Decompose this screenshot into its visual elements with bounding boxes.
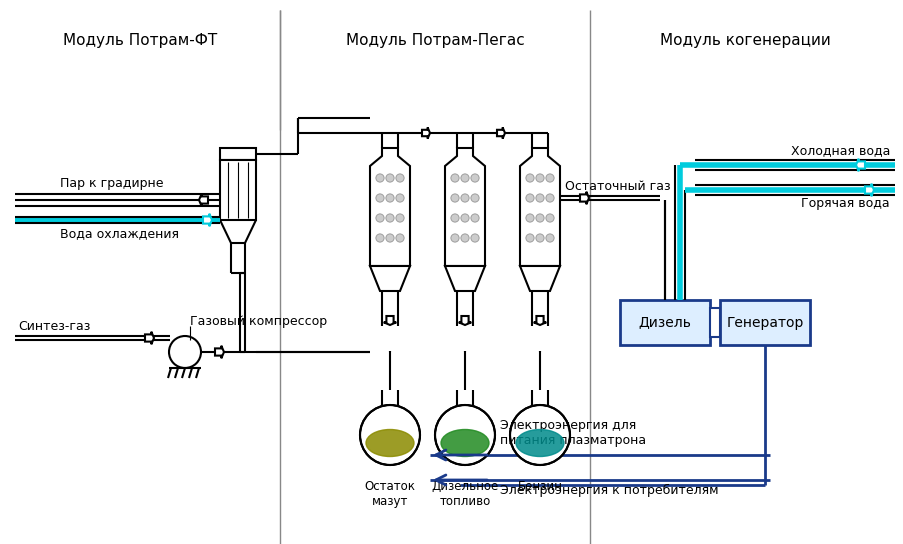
Circle shape (545, 174, 554, 182)
Circle shape (451, 234, 459, 242)
Polygon shape (369, 148, 410, 266)
Bar (719, 300, 809, 345)
Bar (709, 308, 719, 337)
Polygon shape (203, 214, 212, 226)
Circle shape (461, 234, 469, 242)
Polygon shape (580, 191, 589, 205)
Text: Дизель: Дизель (638, 316, 691, 330)
Circle shape (470, 174, 479, 182)
Polygon shape (369, 266, 410, 291)
Text: Холодная вода: Холодная вода (790, 145, 889, 158)
Polygon shape (422, 127, 430, 139)
Circle shape (376, 174, 384, 182)
Text: Синтез-газ: Синтез-газ (18, 319, 90, 332)
Polygon shape (444, 148, 485, 266)
Text: Вода охлаждения: Вода охлаждения (60, 227, 179, 240)
Text: Дизельное
топливо: Дизельное топливо (431, 480, 498, 508)
Polygon shape (519, 266, 559, 291)
Circle shape (451, 174, 459, 182)
Polygon shape (864, 184, 873, 196)
Circle shape (509, 405, 570, 465)
Circle shape (376, 194, 384, 202)
Circle shape (461, 194, 469, 202)
Circle shape (376, 234, 384, 242)
Circle shape (461, 174, 469, 182)
Circle shape (376, 214, 384, 222)
Circle shape (396, 194, 404, 202)
Text: Остаточный газ: Остаточный газ (564, 180, 670, 193)
Circle shape (545, 234, 554, 242)
Text: Модуль когенерации: Модуль когенерации (659, 33, 830, 47)
Circle shape (470, 234, 479, 242)
Bar (219, 148, 256, 160)
Text: Горячая вода: Горячая вода (800, 197, 889, 211)
Text: Бензин: Бензин (517, 480, 562, 493)
Polygon shape (855, 159, 864, 171)
Text: Пар к градирне: Пар к градирне (60, 177, 163, 190)
Circle shape (386, 214, 394, 222)
Circle shape (526, 174, 534, 182)
Text: Остаток
мазут: Остаток мазут (364, 480, 415, 508)
Polygon shape (215, 345, 224, 358)
Circle shape (526, 194, 534, 202)
Polygon shape (497, 127, 505, 139)
Circle shape (451, 214, 459, 222)
Circle shape (359, 405, 420, 465)
Polygon shape (199, 194, 208, 206)
Text: Газовый компрессор: Газовый компрессор (190, 316, 327, 329)
Text: Электроэнергия для
питания плазматрона: Электроэнергия для питания плазматрона (499, 419, 646, 447)
Circle shape (434, 405, 495, 465)
Circle shape (386, 194, 394, 202)
Circle shape (451, 194, 459, 202)
Circle shape (535, 214, 544, 222)
Polygon shape (533, 316, 545, 325)
Polygon shape (458, 316, 470, 325)
Circle shape (386, 234, 394, 242)
Circle shape (470, 214, 479, 222)
Text: Электроэнергия к потребителям: Электроэнергия к потребителям (499, 484, 718, 497)
Ellipse shape (366, 430, 414, 456)
Circle shape (386, 174, 394, 182)
Text: Модуль Потрам-ФТ: Модуль Потрам-ФТ (63, 33, 217, 47)
Circle shape (396, 214, 404, 222)
Circle shape (535, 194, 544, 202)
Circle shape (396, 174, 404, 182)
Circle shape (545, 194, 554, 202)
Circle shape (396, 234, 404, 242)
Polygon shape (444, 266, 485, 291)
Bar (619, 300, 709, 345)
Circle shape (470, 194, 479, 202)
Circle shape (535, 174, 544, 182)
Ellipse shape (516, 430, 563, 456)
Circle shape (535, 234, 544, 242)
Circle shape (461, 214, 469, 222)
Polygon shape (519, 148, 559, 266)
Polygon shape (144, 332, 154, 344)
Polygon shape (383, 316, 396, 325)
Text: Генератор: Генератор (725, 316, 803, 330)
Text: Модуль Потрам-Пегас: Модуль Потрам-Пегас (345, 33, 524, 47)
Ellipse shape (441, 430, 489, 456)
Circle shape (545, 214, 554, 222)
Circle shape (526, 234, 534, 242)
Circle shape (526, 214, 534, 222)
Bar (219, 160, 256, 220)
